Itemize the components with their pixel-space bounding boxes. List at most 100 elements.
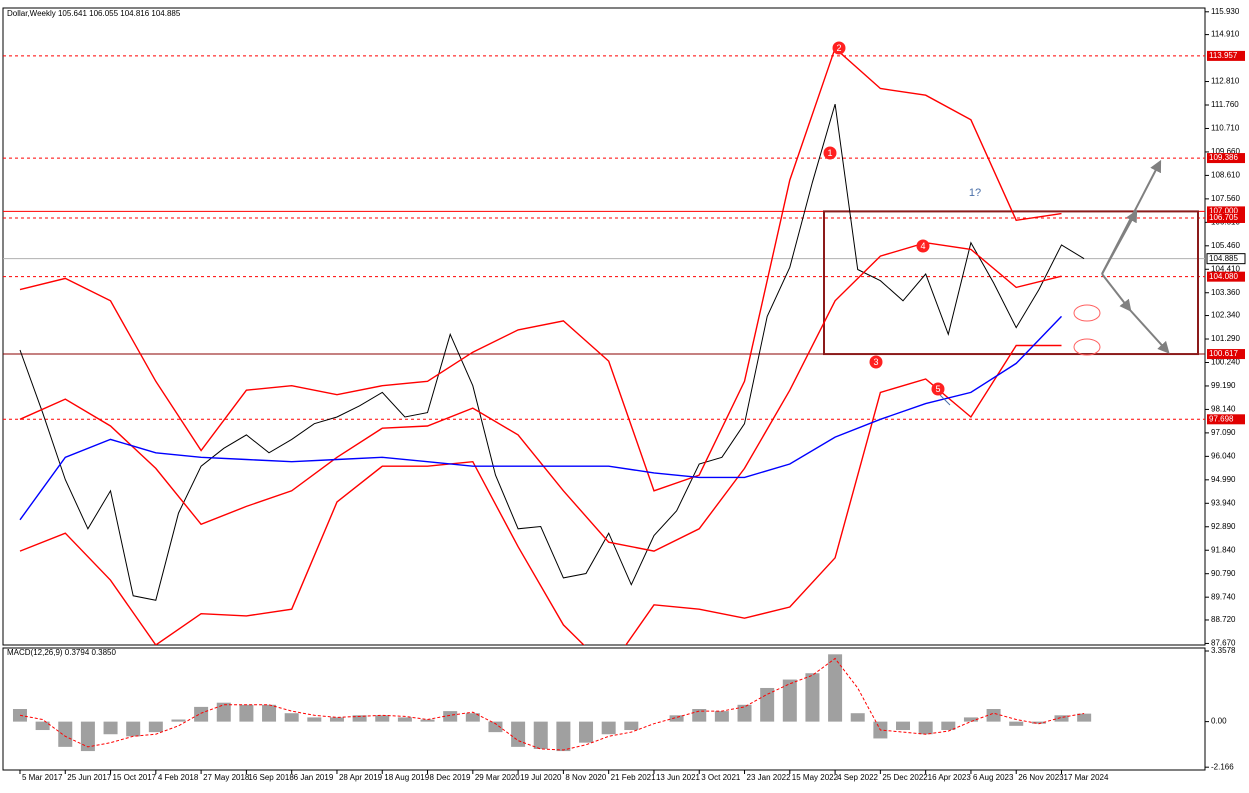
histogram-bar — [533, 721, 548, 749]
y-tick-label: 108.610 — [1211, 171, 1240, 180]
x-tick-label: 21 Feb 2021 — [611, 773, 656, 782]
histogram-bar — [307, 717, 322, 722]
histogram-bar — [805, 673, 820, 722]
x-tick-label: 19 Jul 2020 — [520, 773, 562, 782]
histogram-bar — [329, 717, 344, 722]
highlight-ellipse — [1073, 304, 1101, 322]
series-line — [19, 103, 1085, 601]
macd-plot — [12, 654, 1092, 752]
annotation-marker — [916, 239, 930, 253]
y-tick-label: 99.190 — [1211, 381, 1236, 390]
histogram-bar — [352, 715, 367, 722]
x-tick-label: 25 Jun 2017 — [67, 773, 112, 782]
level-label: 97.698 — [1209, 414, 1234, 423]
histogram-bar — [737, 704, 752, 722]
y-tick-label: 3.3578 — [1211, 646, 1236, 655]
histogram-bar — [1054, 715, 1069, 722]
annotation-marker — [823, 146, 837, 160]
histogram-bar — [760, 687, 775, 722]
histogram-bar — [284, 713, 299, 722]
histogram-bar — [262, 704, 277, 722]
price-pane — [2, 7, 1206, 646]
histogram-bar — [126, 721, 141, 737]
annotation-label: 5 — [935, 384, 940, 394]
histogram-bar — [624, 721, 639, 731]
x-tick-label: 8 Dec 2019 — [430, 773, 471, 782]
histogram-bar — [556, 721, 571, 752]
histogram-bar — [1077, 713, 1092, 722]
histogram-bar — [918, 721, 933, 735]
x-tick-label: 4 Feb 2018 — [158, 773, 199, 782]
level-label-box — [1206, 253, 1246, 265]
histogram-bar — [375, 715, 390, 722]
y-tick-label: 111.760 — [1211, 100, 1239, 109]
annotation-label: 1 — [827, 148, 832, 158]
histogram-bar — [896, 721, 911, 731]
y-tick-label: -2.166 — [1211, 762, 1234, 771]
y-tick-label: 87.670 — [1211, 639, 1236, 648]
y-tick-label: 93.940 — [1211, 498, 1236, 507]
y-tick-label: 97.090 — [1211, 428, 1236, 437]
y-tick-label: 109.660 — [1211, 147, 1240, 156]
histogram-bar — [35, 721, 50, 731]
x-tick-label: 6 Jan 2019 — [294, 773, 334, 782]
annotation-marker — [869, 355, 883, 369]
histogram-bar — [714, 711, 729, 722]
y-tick-label: 0.00 — [1211, 717, 1227, 726]
level-label-box — [1207, 50, 1245, 61]
x-tick-label: 5 Mar 2017 — [22, 773, 63, 782]
x-tick-label: 28 Apr 2019 — [339, 773, 383, 782]
level-label: 106.705 — [1209, 213, 1238, 222]
histogram-bar — [465, 713, 480, 722]
annotation-label: 1? — [969, 187, 981, 199]
highlight-ellipse — [1073, 338, 1101, 356]
series-line — [19, 241, 1062, 552]
histogram-bar — [58, 721, 73, 747]
x-tick-label: 8 Nov 2020 — [565, 773, 606, 782]
annotation-label: 3 — [873, 357, 878, 367]
histogram-bar — [828, 654, 843, 722]
level-label-box — [1207, 212, 1245, 223]
y-tick-label: 96.040 — [1211, 451, 1236, 460]
histogram-bar — [148, 721, 163, 733]
y-tick-label: 103.360 — [1211, 288, 1240, 297]
arrows — [939, 159, 1170, 406]
arrow — [1101, 209, 1138, 275]
macd-pane — [2, 647, 1206, 771]
x-tick-label: 15 Oct 2017 — [113, 773, 157, 782]
histogram-bar — [194, 706, 209, 722]
level-label: 100.617 — [1209, 349, 1238, 358]
histogram-bar — [12, 709, 27, 722]
series-line — [19, 344, 1062, 645]
x-tick-label: 29 Mar 2020 — [475, 773, 520, 782]
x-tick-label: 6 Aug 2023 — [973, 773, 1014, 782]
y-tick-label: 94.990 — [1211, 475, 1236, 484]
y-tick-label: 102.340 — [1211, 311, 1240, 320]
level-label: 107.000 — [1209, 207, 1238, 216]
histogram-bar — [216, 702, 231, 722]
histogram-bar — [511, 721, 526, 747]
histogram-bar — [80, 721, 95, 752]
y-tick-label: 112.810 — [1211, 77, 1240, 86]
level-label-box — [1207, 153, 1245, 164]
series-line — [19, 315, 1063, 521]
x-tick-label: 3 Oct 2021 — [701, 773, 741, 782]
x-tick-label: 16 Apr 2023 — [928, 773, 972, 782]
annotation-marker — [832, 41, 846, 55]
y-tick-label: 101.290 — [1211, 334, 1240, 343]
histogram-bar — [1009, 721, 1024, 726]
y-tick-label: 88.720 — [1211, 615, 1236, 624]
level-label-box — [1207, 206, 1245, 217]
histogram-bar — [488, 721, 503, 733]
x-tick-label: 26 Nov 2023 — [1018, 773, 1064, 782]
histogram-bar — [420, 719, 435, 722]
level-label-box — [1207, 414, 1245, 425]
histogram-bar — [941, 721, 956, 731]
y-tick-label: 115.930 — [1211, 7, 1240, 16]
annotation-marker — [931, 382, 945, 396]
histogram-bar — [986, 709, 1001, 722]
y-tick-label: 107.560 — [1211, 194, 1240, 203]
x-tick-label: 16 Sep 2018 — [248, 773, 294, 782]
axes: 115.930 114.910 112.810 111.760 110.710 109.6… — [19, 7, 1246, 782]
